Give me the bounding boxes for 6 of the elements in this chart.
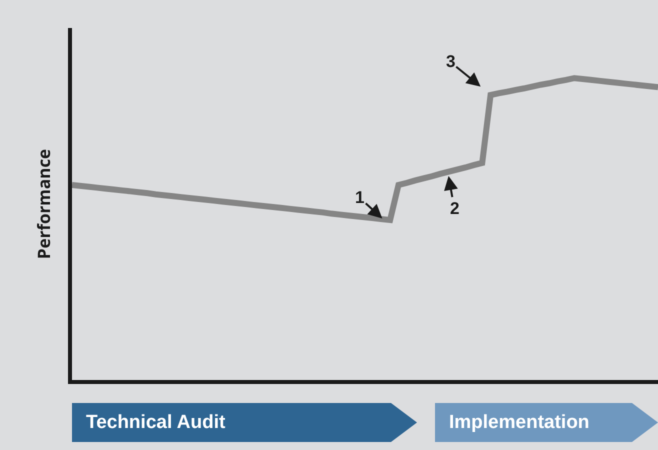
annotation: 2 (450, 199, 460, 218)
y-axis-title: Performance (32, 148, 56, 260)
text: 3 (446, 52, 456, 71)
arrow-banner: Implementation (435, 403, 658, 442)
annotation: 1 (355, 188, 364, 207)
arrow-banner: Technical Audit (72, 403, 417, 442)
